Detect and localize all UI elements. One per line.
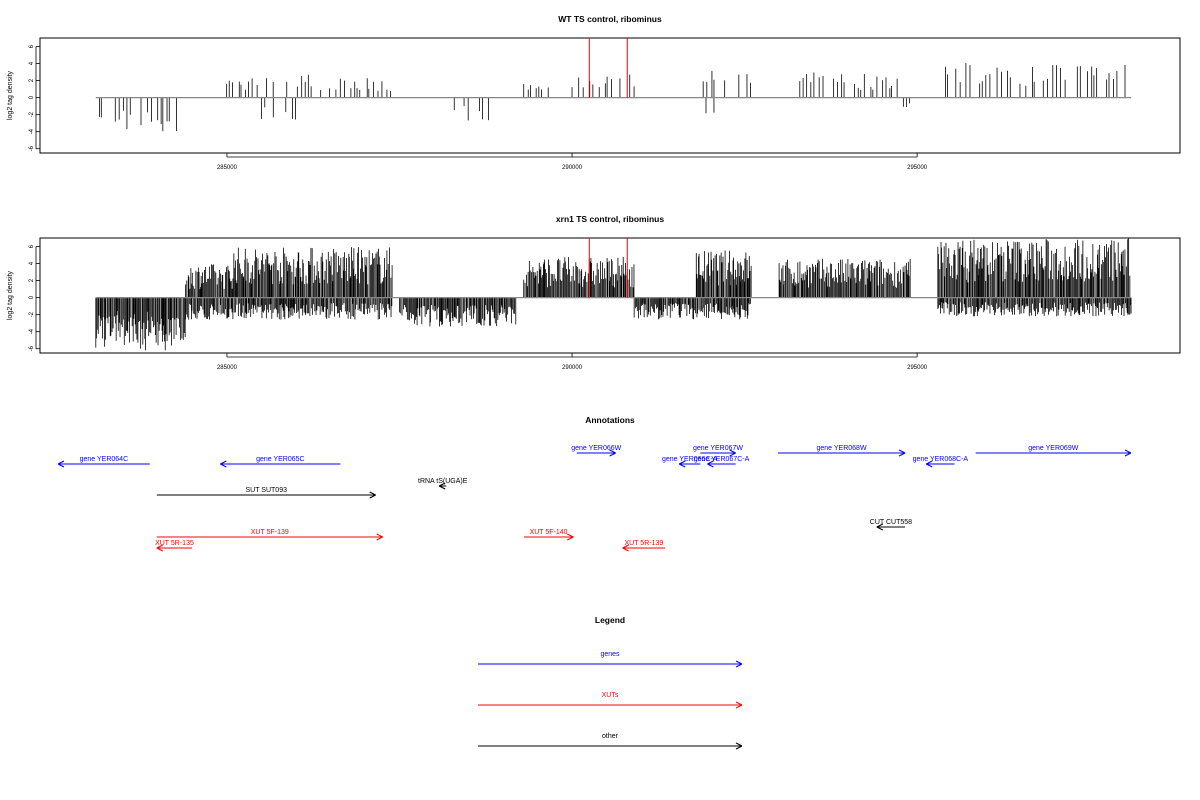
annotation-arrow [700, 449, 736, 457]
y-tick-label: 0 [29, 95, 35, 99]
annotation-label: gene YER068W [816, 445, 866, 452]
plot-frame [39, 37, 1181, 154]
annotations-track: Annotations gene YER064C gene YER065C gene … [57, 415, 1132, 552]
annotation-label: gene YER069W [1028, 445, 1078, 452]
annotation-arrow [778, 449, 906, 457]
legend: Legend genes XUTs other [478, 615, 743, 750]
annotation-arrow [438, 482, 447, 490]
plot-frame [39, 237, 1181, 354]
annotation-arrow [622, 544, 666, 552]
chart-title: xrn1 TS control, ribominus [556, 214, 664, 224]
annotation-label: XUT 5R-135 [155, 540, 194, 547]
y-tick-label: -4 [29, 128, 35, 134]
annotation-label: gene YER064C [80, 456, 129, 463]
annotation-arrow [220, 460, 341, 468]
legend-label: genes [600, 651, 620, 658]
xrn1-coverage-panel: xrn1 TS control, ribominus log2 tag densi… [7, 214, 1181, 371]
legend-label: other [602, 733, 619, 740]
legend-arrow [478, 660, 743, 668]
annotation-label: XUT 5R-139 [624, 540, 663, 547]
annotation-label: XUT 5F-140 [530, 529, 568, 536]
annotation-arrow [678, 460, 701, 468]
coverage-bars [95, 238, 1132, 351]
annotation-arrow [576, 449, 616, 457]
legend-label: XUTs [602, 692, 619, 699]
x-tick-label: 290000 [562, 165, 583, 171]
annotation-label: gene YER066W [571, 445, 621, 452]
y-tick-label: 0 [29, 295, 35, 299]
annotation-label: SUT SUT093 [245, 487, 287, 494]
annotation-arrow [156, 491, 376, 499]
y-tick-label: -2 [29, 111, 35, 117]
annotation-arrow [156, 533, 383, 541]
coverage-bars [99, 62, 1126, 132]
legend-arrow [478, 742, 743, 750]
annotation-label: CUT CUT558 [870, 519, 912, 526]
x-tick-label: 285000 [217, 365, 238, 371]
x-tick-label: 285000 [217, 165, 238, 171]
x-tick-label: 295000 [907, 365, 928, 371]
y-tick-label: 4 [29, 61, 35, 65]
annotation-label: XUT 5F-139 [251, 529, 289, 536]
annotation-label: tRNA tS(UGA)E [418, 478, 468, 485]
y-tick-label: 4 [29, 261, 35, 265]
legend-title: Legend [595, 615, 625, 625]
annotations-title: Annotations [585, 415, 635, 425]
y-tick-label: 2 [29, 78, 35, 82]
y-tick-label: -6 [29, 345, 35, 351]
y-axis-label: log2 tag density [7, 270, 14, 320]
y-tick-label: -6 [29, 145, 35, 151]
x-tick-label: 295000 [907, 165, 928, 171]
annotation-label: gene YER068C-A [913, 456, 969, 463]
y-tick-label: 2 [29, 278, 35, 282]
annotation-arrow [523, 533, 574, 541]
annotation-arrow [876, 523, 906, 531]
annotation-label: gene YER066C-A [662, 456, 718, 463]
annotation-label: gene YER067W [693, 445, 743, 452]
annotation-arrow [156, 544, 193, 552]
chart-title: WT TS control, ribominus [558, 14, 662, 24]
annotation-arrow [707, 460, 736, 468]
y-tick-label: -2 [29, 311, 35, 317]
annotation-arrow [57, 460, 150, 468]
y-tick-label: 6 [29, 44, 35, 48]
y-axis-label: log2 tag density [7, 70, 14, 120]
annotation-arrow [975, 449, 1132, 457]
wt-coverage-panel: WT TS control, ribominus log2 tag density… [7, 14, 1181, 171]
y-tick-label: 6 [29, 244, 35, 248]
annotation-label: gene YER065C [256, 456, 305, 463]
legend-arrow [478, 701, 743, 709]
y-tick-label: -4 [29, 328, 35, 334]
annotation-label: gene YER067C-A [694, 456, 750, 463]
annotation-arrow [926, 460, 955, 468]
x-tick-label: 290000 [562, 365, 583, 371]
